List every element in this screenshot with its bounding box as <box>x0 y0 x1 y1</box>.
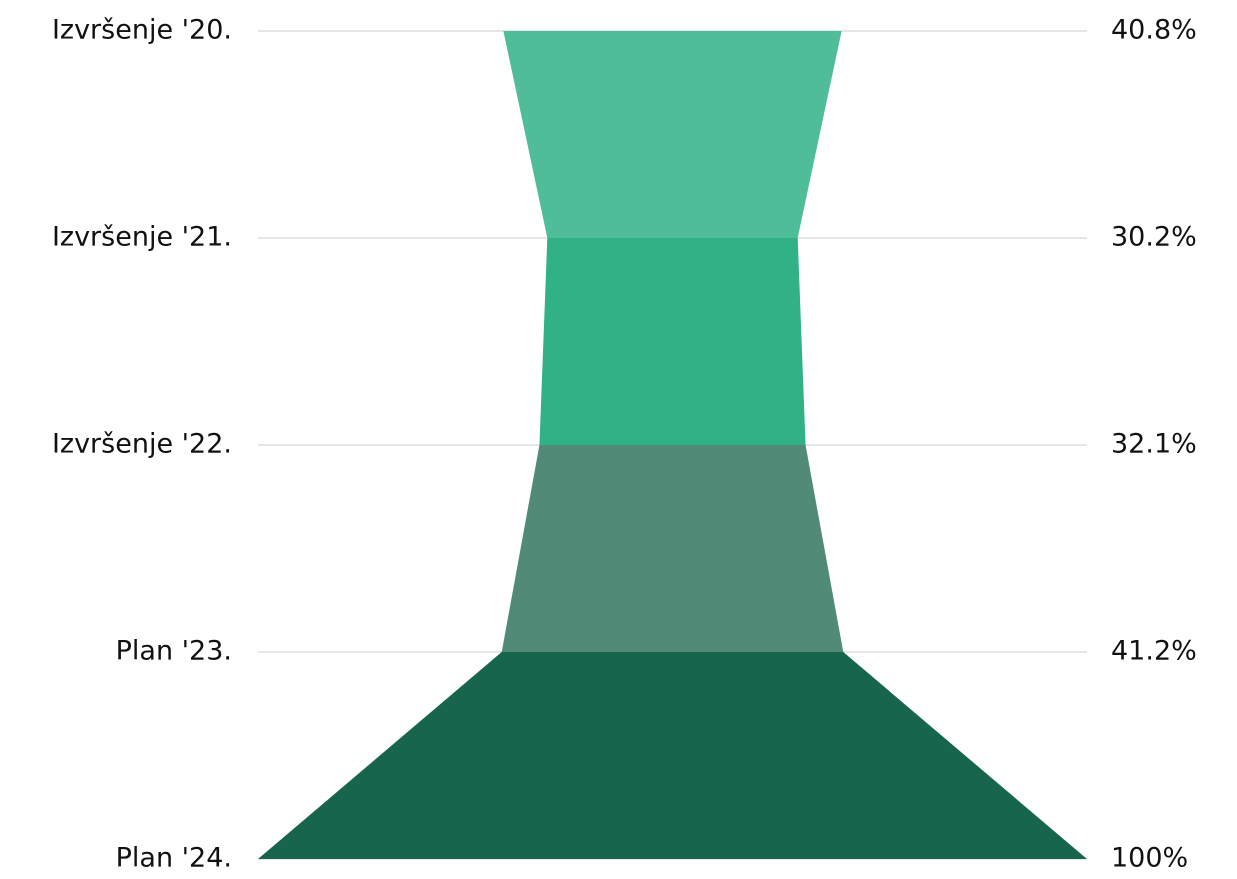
value-label: 100% <box>1111 843 1188 874</box>
value-label: 32.1% <box>1111 429 1197 460</box>
funnel-band <box>501 445 844 652</box>
funnel-band <box>503 31 842 238</box>
value-label: 30.2% <box>1111 222 1197 253</box>
funnel-band <box>258 652 1087 859</box>
category-label: Plan '24. <box>116 843 232 874</box>
value-labels: 40.8% 30.2% 32.1% 41.2% 100% <box>1111 15 1197 874</box>
category-label: Izvršenje '21. <box>52 222 232 253</box>
category-label: Izvršenje '22. <box>52 429 232 460</box>
category-label: Izvršenje '20. <box>52 15 232 46</box>
category-label: Plan '23. <box>116 636 232 667</box>
funnel-band <box>539 238 806 445</box>
category-labels: Izvršenje '20. Izvršenje '21. Izvršenje '2… <box>52 15 232 874</box>
funnel-bands <box>258 31 1087 859</box>
value-label: 40.8% <box>1111 15 1197 46</box>
value-label: 41.2% <box>1111 636 1197 667</box>
